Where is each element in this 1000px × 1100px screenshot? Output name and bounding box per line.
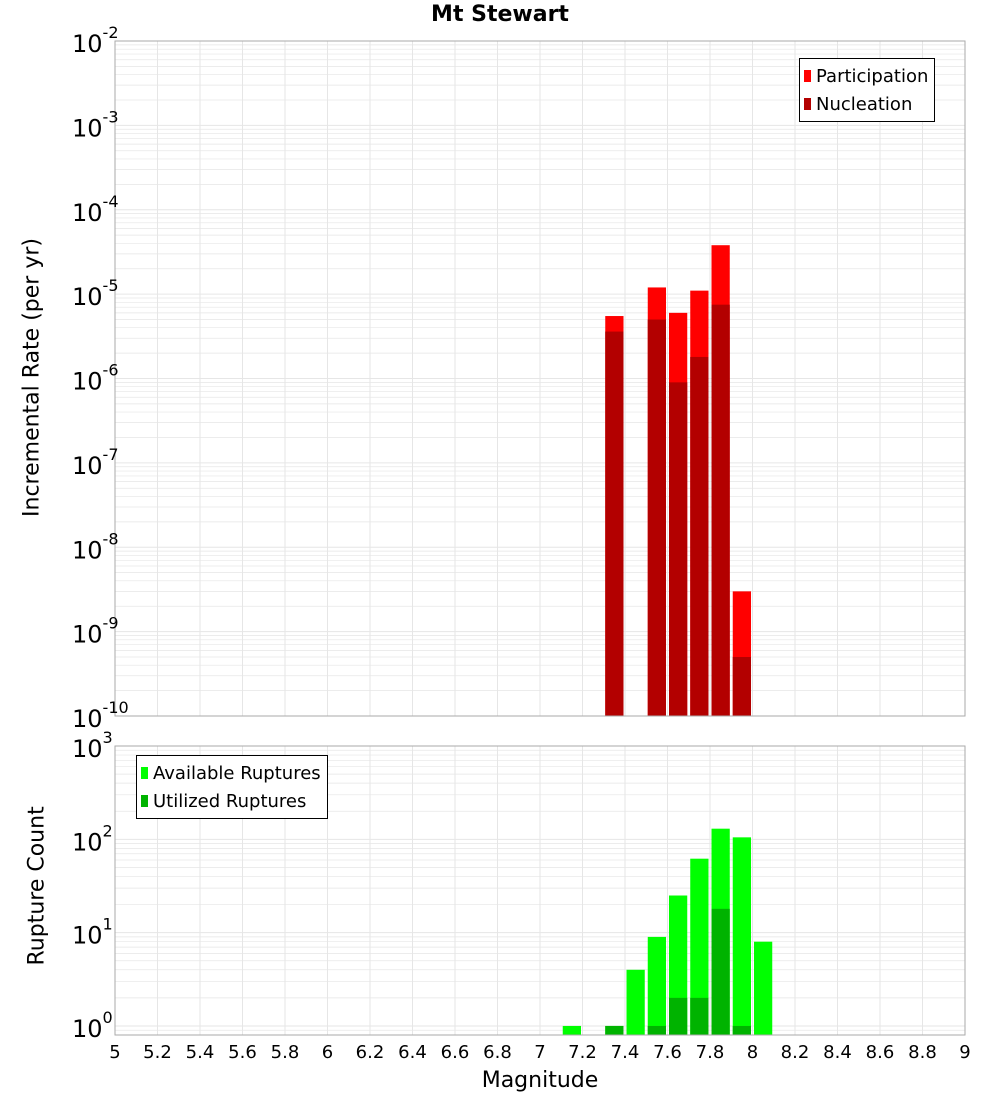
x-tick-label: 5.6: [228, 1042, 257, 1063]
bottom-y-tick-label: 101: [72, 915, 113, 950]
legend-swatch-available: [141, 767, 148, 779]
top-bar-nucleation: [711, 304, 730, 716]
top-y-tick-label: 10-7: [72, 445, 119, 480]
top-y-tick-label: 10-4: [72, 192, 119, 227]
legend-label-nucleation: Nucleation: [816, 93, 913, 115]
top-bars: [605, 245, 751, 717]
bottom-y-tick-label: 100: [72, 1008, 113, 1043]
bottom-plot-frame: [114, 745, 966, 1036]
bottom-bar-available-ruptures: [562, 1025, 581, 1035]
x-ticks: 5 5.2 5.4 5.6 5.8 6 6.2 6.4 6.6 6.8 7 7.2 7.4 7.6 7.8 8…: [109, 1042, 970, 1063]
x-tick-label: 8.2: [781, 1042, 810, 1063]
bottom-bar-utilized-ruptures: [690, 997, 709, 1035]
top-plot-frame: [114, 40, 966, 717]
top-y-axis-label: Incremental Rate (per yr): [19, 238, 45, 517]
bottom-bar-utilized-ruptures: [605, 1025, 624, 1035]
x-tick-label: 8.6: [866, 1042, 895, 1063]
x-tick-label: 8.4: [823, 1042, 852, 1063]
legend-label-participation: Participation: [816, 65, 929, 87]
bottom-bar-utilized-ruptures: [732, 1025, 751, 1035]
bottom-bar-available-ruptures: [732, 837, 751, 1035]
legend-swatch-participation: [804, 70, 811, 82]
top-y-tick-label: 10-10: [72, 698, 129, 733]
top-y-ticks: 10-10 10-9 10-8 10-7 10-6 10-5 10-4 10-3 10-2: [72, 23, 129, 733]
bottom-y-tick-label: 102: [72, 821, 113, 856]
legend-item-nucleation: Nucleation: [804, 90, 928, 118]
legend-label-utilized: Utilized Ruptures: [153, 790, 307, 812]
top-y-tick-label: 10-8: [72, 529, 119, 564]
top-y-tick-label: 10-6: [72, 361, 119, 396]
top-y-tick-label: 10-2: [72, 23, 119, 58]
x-tick-label: 5.4: [186, 1042, 215, 1063]
legend-item-participation: Participation: [804, 62, 928, 90]
top-y-tick-label: 10-3: [72, 107, 119, 142]
bottom-y-ticks: 100 101 102 103: [72, 728, 113, 1043]
legend-label-available: Available Ruptures: [153, 762, 321, 784]
legend-item-available: Available Ruptures: [141, 759, 321, 787]
x-tick-label: 6.8: [483, 1042, 512, 1063]
x-tick-label: 7.6: [653, 1042, 682, 1063]
x-tick-label: 7.4: [611, 1042, 640, 1063]
top-bar-nucleation: [647, 319, 666, 716]
top-bar-nucleation: [732, 657, 751, 716]
x-tick-label: 5.8: [271, 1042, 300, 1063]
bottom-y-tick-label: 103: [72, 728, 113, 763]
legend-swatch-utilized: [141, 795, 148, 807]
x-tick-label: 8: [747, 1042, 758, 1063]
x-tick-label: 7: [534, 1042, 545, 1063]
bottom-bar-available-ruptures: [647, 936, 666, 1035]
top-y-tick-label: 10-5: [72, 276, 119, 311]
top-bar-nucleation: [690, 356, 709, 716]
x-tick-label: 7.8: [696, 1042, 725, 1063]
legend-swatch-nucleation: [804, 98, 811, 110]
bottom-bar-available-ruptures: [690, 858, 709, 1035]
bottom-bar-utilized-ruptures: [669, 997, 688, 1035]
top-grid: [114, 41, 966, 717]
legend-item-utilized: Utilized Ruptures: [141, 787, 321, 815]
bottom-bar-available-ruptures: [626, 969, 645, 1035]
x-tick-label: 9: [959, 1042, 970, 1063]
bottom-bar-available-ruptures: [754, 941, 773, 1035]
bottom-bars: [562, 828, 773, 1035]
top-y-tick-label: 10-9: [72, 614, 119, 649]
x-tick-label: 6.2: [356, 1042, 385, 1063]
x-tick-label: 5.2: [143, 1042, 172, 1063]
x-tick-label: 7.2: [568, 1042, 597, 1063]
x-tick-label: 5: [109, 1042, 120, 1063]
x-tick-label: 8.8: [908, 1042, 937, 1063]
x-tick-label: 6: [322, 1042, 333, 1063]
top-legend: Participation Nucleation: [799, 58, 936, 122]
top-bar-nucleation: [669, 382, 688, 716]
top-bar-nucleation: [605, 331, 624, 716]
bottom-bar-utilized-ruptures: [647, 1025, 666, 1035]
bottom-bar-utilized-ruptures: [711, 908, 730, 1035]
x-tick-label: 6.6: [441, 1042, 470, 1063]
x-axis-label: Magnitude: [481, 1068, 599, 1093]
x-tick-label: 6.4: [398, 1042, 427, 1063]
bottom-y-axis-label: Rupture Count: [24, 806, 50, 966]
chart-title: Mt Stewart: [431, 2, 569, 27]
bottom-legend: Available Ruptures Utilized Ruptures: [136, 755, 328, 819]
